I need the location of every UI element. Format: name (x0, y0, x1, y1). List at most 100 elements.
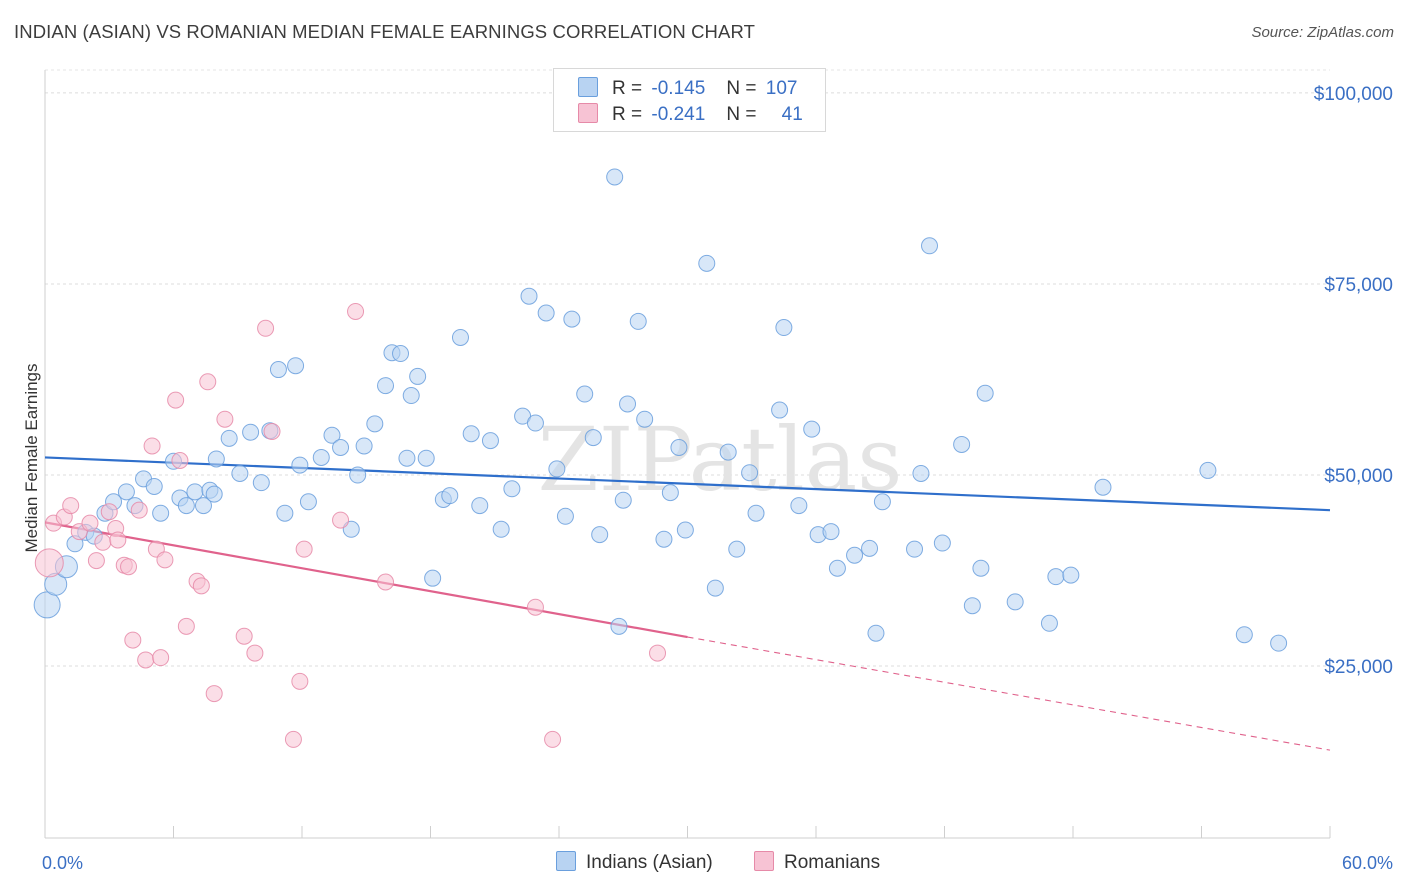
point-indians (366, 415, 384, 433)
point-indians (424, 569, 442, 587)
point-indians (741, 464, 759, 482)
bottom-legend-label-romanians: Romanians (784, 852, 881, 873)
point-indians (349, 466, 367, 484)
point-indians (629, 312, 647, 330)
point-indians (398, 449, 416, 467)
point-indians (670, 439, 688, 457)
point-indians (873, 493, 891, 511)
point-indians (728, 540, 746, 558)
point-indians (606, 168, 624, 186)
point-romanians (526, 598, 544, 616)
point-romanians (377, 573, 395, 591)
grid-lines (45, 69, 1330, 667)
point-indians (471, 497, 489, 515)
point-indians (402, 387, 420, 405)
y-tick-label: $100,000 (1314, 84, 1393, 105)
point-romanians (177, 617, 195, 635)
point-romanians (81, 514, 99, 532)
stats-legend: R = -0.145 N = 107 R = -0.241 N = 41 (553, 68, 826, 132)
bottom-legend-romanians: Romanians (754, 851, 880, 874)
trend-line-romanians-extension (687, 636, 1331, 751)
point-romanians (130, 501, 148, 519)
point-romanians (171, 451, 189, 469)
point-indians (207, 450, 225, 468)
point-indians (287, 357, 305, 375)
point-indians (661, 484, 679, 502)
point-romanians (100, 503, 118, 521)
point-indians (953, 435, 971, 453)
trend-lines (44, 456, 1331, 751)
point-indians (252, 474, 270, 492)
point-indians (186, 483, 204, 501)
point-indians (117, 483, 135, 501)
point-indians (355, 437, 373, 455)
legend-r-value: -0.145 (651, 78, 706, 99)
point-romanians (205, 685, 223, 703)
trend-line-romanians (44, 521, 688, 639)
legend-r-value: -0.241 (651, 104, 706, 125)
point-indians (503, 480, 521, 498)
legend-n-value: 41 (781, 104, 803, 125)
point-romanians (192, 577, 210, 595)
legend-n-label: N = (726, 78, 757, 99)
point-indians (492, 520, 510, 538)
point-indians (972, 559, 990, 577)
point-indians (242, 423, 260, 441)
tick-labels: $25,000 $50,000 $75,000 $100,000 0.0% 60.0% (42, 84, 1393, 873)
point-indians (610, 617, 628, 635)
point-romanians (62, 497, 80, 515)
point-indians (377, 377, 395, 395)
point-indians (576, 385, 594, 403)
point-indians (719, 443, 737, 461)
point-indians (451, 328, 469, 346)
point-romanians (257, 319, 275, 337)
point-indians (1062, 566, 1080, 584)
axes (44, 70, 1331, 839)
point-indians (220, 429, 238, 447)
bottom-legend-label-indians: Indians (Asian) (586, 852, 713, 873)
point-romanians (120, 558, 138, 576)
y-axis-label: Median Female Earnings (22, 364, 41, 553)
point-indians (614, 491, 632, 509)
watermark: ZIPatlas (538, 408, 903, 511)
legend-n-value: 107 (765, 78, 798, 99)
point-indians (276, 504, 294, 522)
point-indians (591, 526, 609, 544)
point-indians (1235, 626, 1253, 644)
trend-line-indians (44, 456, 1331, 512)
point-indians (636, 410, 654, 428)
legend-row-romanians: R = -0.241 N = 41 (578, 103, 803, 125)
point-indians (803, 420, 821, 438)
point-romanians (167, 391, 185, 409)
point-indians (619, 395, 637, 413)
legend-swatch-romanians (578, 103, 598, 123)
point-indians (790, 497, 808, 515)
point-indians (846, 546, 864, 564)
legend-r-label: R = (612, 78, 643, 99)
point-indians (409, 367, 427, 385)
point-indians (1094, 478, 1112, 496)
point-indians (976, 384, 994, 402)
point-indians (537, 304, 555, 322)
point-indians (152, 504, 170, 522)
legend-swatch-indians (578, 77, 598, 97)
point-indians (556, 507, 574, 525)
point-indians (177, 497, 195, 515)
point-indians (921, 237, 939, 255)
point-romanians (649, 644, 667, 662)
point-indians (520, 287, 538, 305)
point-romanians (199, 373, 217, 391)
point-indians (1040, 614, 1058, 632)
x-tick-label: 0.0% (42, 853, 83, 873)
legend-r-label: R = (612, 104, 643, 125)
point-indians (462, 425, 480, 443)
bottom-legend-swatch-indians (556, 851, 576, 871)
point-romanians (216, 410, 234, 428)
point-romanians (347, 302, 365, 320)
point-indians (1270, 634, 1288, 652)
point-indians (481, 432, 499, 450)
bottom-legend-indians: Indians (Asian) (556, 851, 713, 874)
point-indians (963, 597, 981, 615)
point-indians (775, 319, 793, 337)
point-indians (655, 530, 673, 548)
